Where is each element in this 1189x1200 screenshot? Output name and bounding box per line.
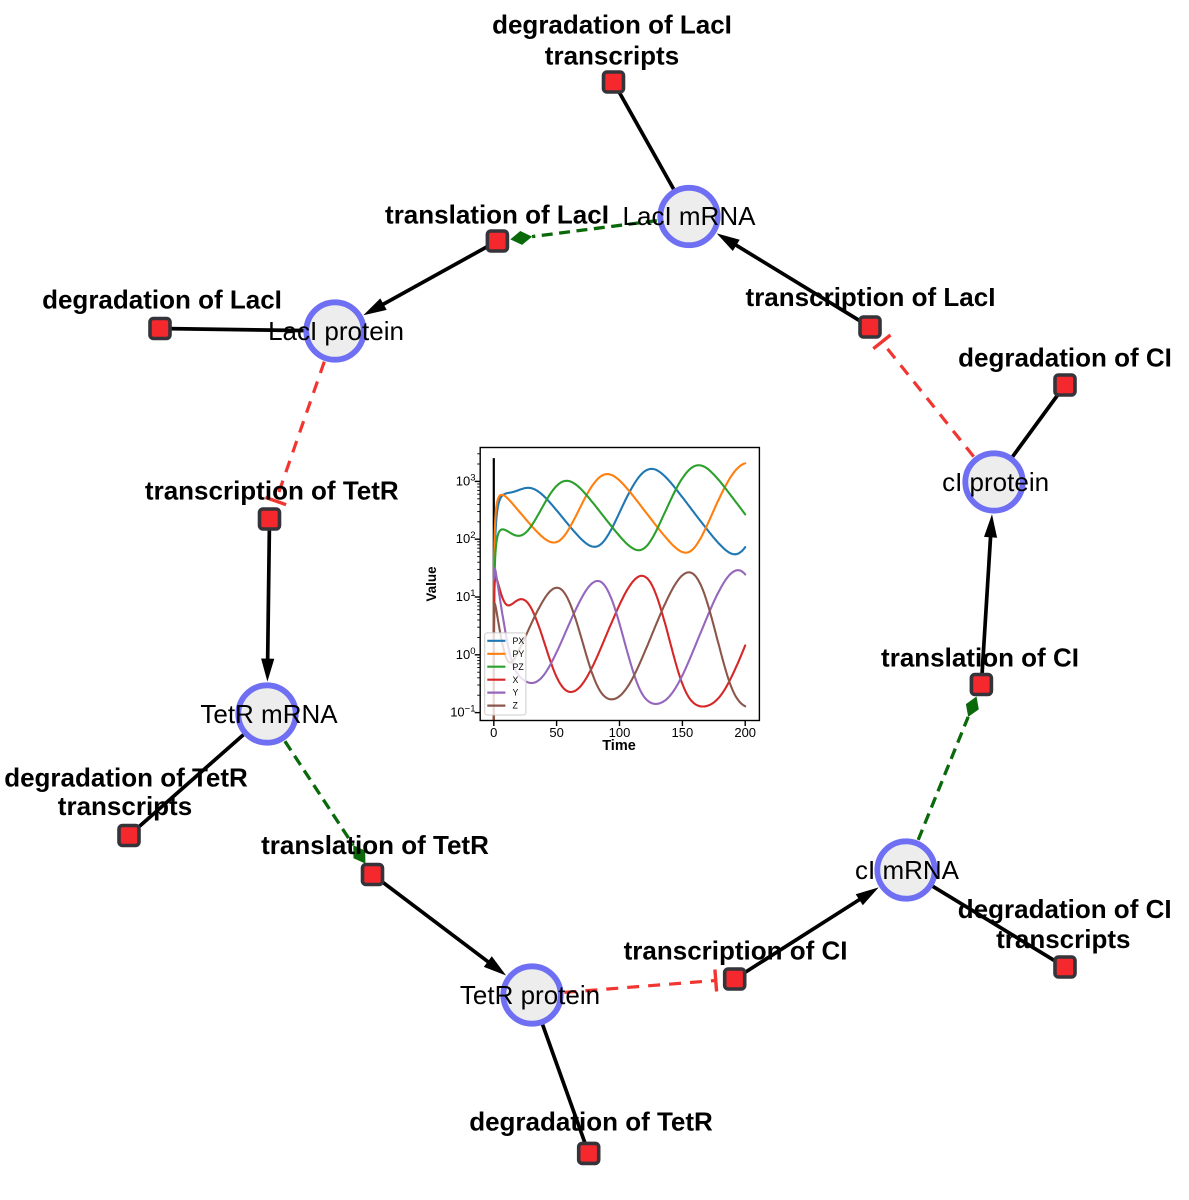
svg-text:degradation of CI: degradation of CI [958,894,1172,924]
svg-text:LacI mRNA: LacI mRNA [623,201,757,231]
svg-text:150: 150 [672,725,694,740]
svg-text:LacI protein: LacI protein [268,316,404,346]
svg-text:transcripts: transcripts [545,40,679,70]
svg-text:transcription of TetR: transcription of TetR [145,476,399,506]
svg-text:PX: PX [513,636,525,646]
svg-text:degradation of CI: degradation of CI [958,342,1172,372]
svg-text:Time: Time [602,738,636,754]
svg-text:0: 0 [490,725,497,740]
svg-text:translation of LacI: translation of LacI [385,199,609,229]
svg-text:transcripts: transcripts [58,791,192,821]
svg-text:degradation of LacI: degradation of LacI [492,10,732,40]
svg-text:100: 100 [609,725,631,740]
svg-text:degradation of LacI: degradation of LacI [42,285,282,315]
svg-text:cI protein: cI protein [942,467,1049,497]
svg-text:transcription of LacI: transcription of LacI [746,282,996,312]
svg-text:50: 50 [549,725,563,740]
svg-text:X: X [513,675,519,685]
svg-text:Z: Z [513,701,519,711]
svg-text:PY: PY [513,649,525,659]
svg-text:TetR mRNA: TetR mRNA [200,699,338,729]
svg-text:Y: Y [513,688,519,698]
svg-text:PZ: PZ [513,662,525,672]
svg-text:transcription of CI: transcription of CI [624,936,848,966]
svg-text:200: 200 [734,725,756,740]
svg-text:degradation of TetR: degradation of TetR [4,763,248,793]
svg-text:degradation of TetR: degradation of TetR [469,1107,713,1137]
svg-text:transcripts: transcripts [996,924,1130,954]
svg-text:TetR protein: TetR protein [460,980,600,1010]
svg-text:cI mRNA: cI mRNA [855,855,960,885]
svg-text:translation of CI: translation of CI [881,642,1079,672]
svg-text:Value: Value [424,566,439,602]
svg-text:translation of TetR: translation of TetR [261,830,489,860]
